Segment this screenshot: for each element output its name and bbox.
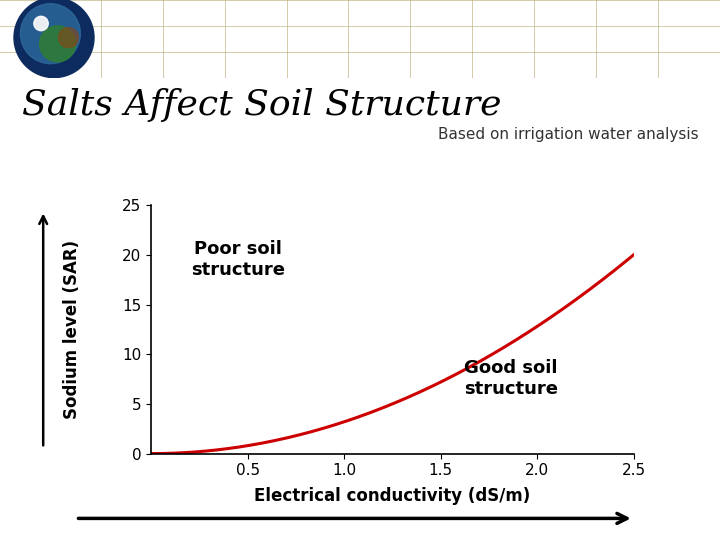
Text: Poor soil
structure: Poor soil structure [191,240,285,279]
Ellipse shape [40,26,76,62]
Text: Sodium level (SAR): Sodium level (SAR) [63,240,81,419]
Text: Salts Affect Soil Structure: Salts Affect Soil Structure [22,88,501,122]
Ellipse shape [20,4,81,64]
Ellipse shape [34,16,48,31]
Text: Good soil
structure: Good soil structure [464,359,558,398]
Ellipse shape [58,28,78,48]
X-axis label: Electrical conductivity (dS/m): Electrical conductivity (dS/m) [254,487,531,505]
Text: Based on irrigation water analysis: Based on irrigation water analysis [438,127,698,142]
Ellipse shape [14,0,94,78]
